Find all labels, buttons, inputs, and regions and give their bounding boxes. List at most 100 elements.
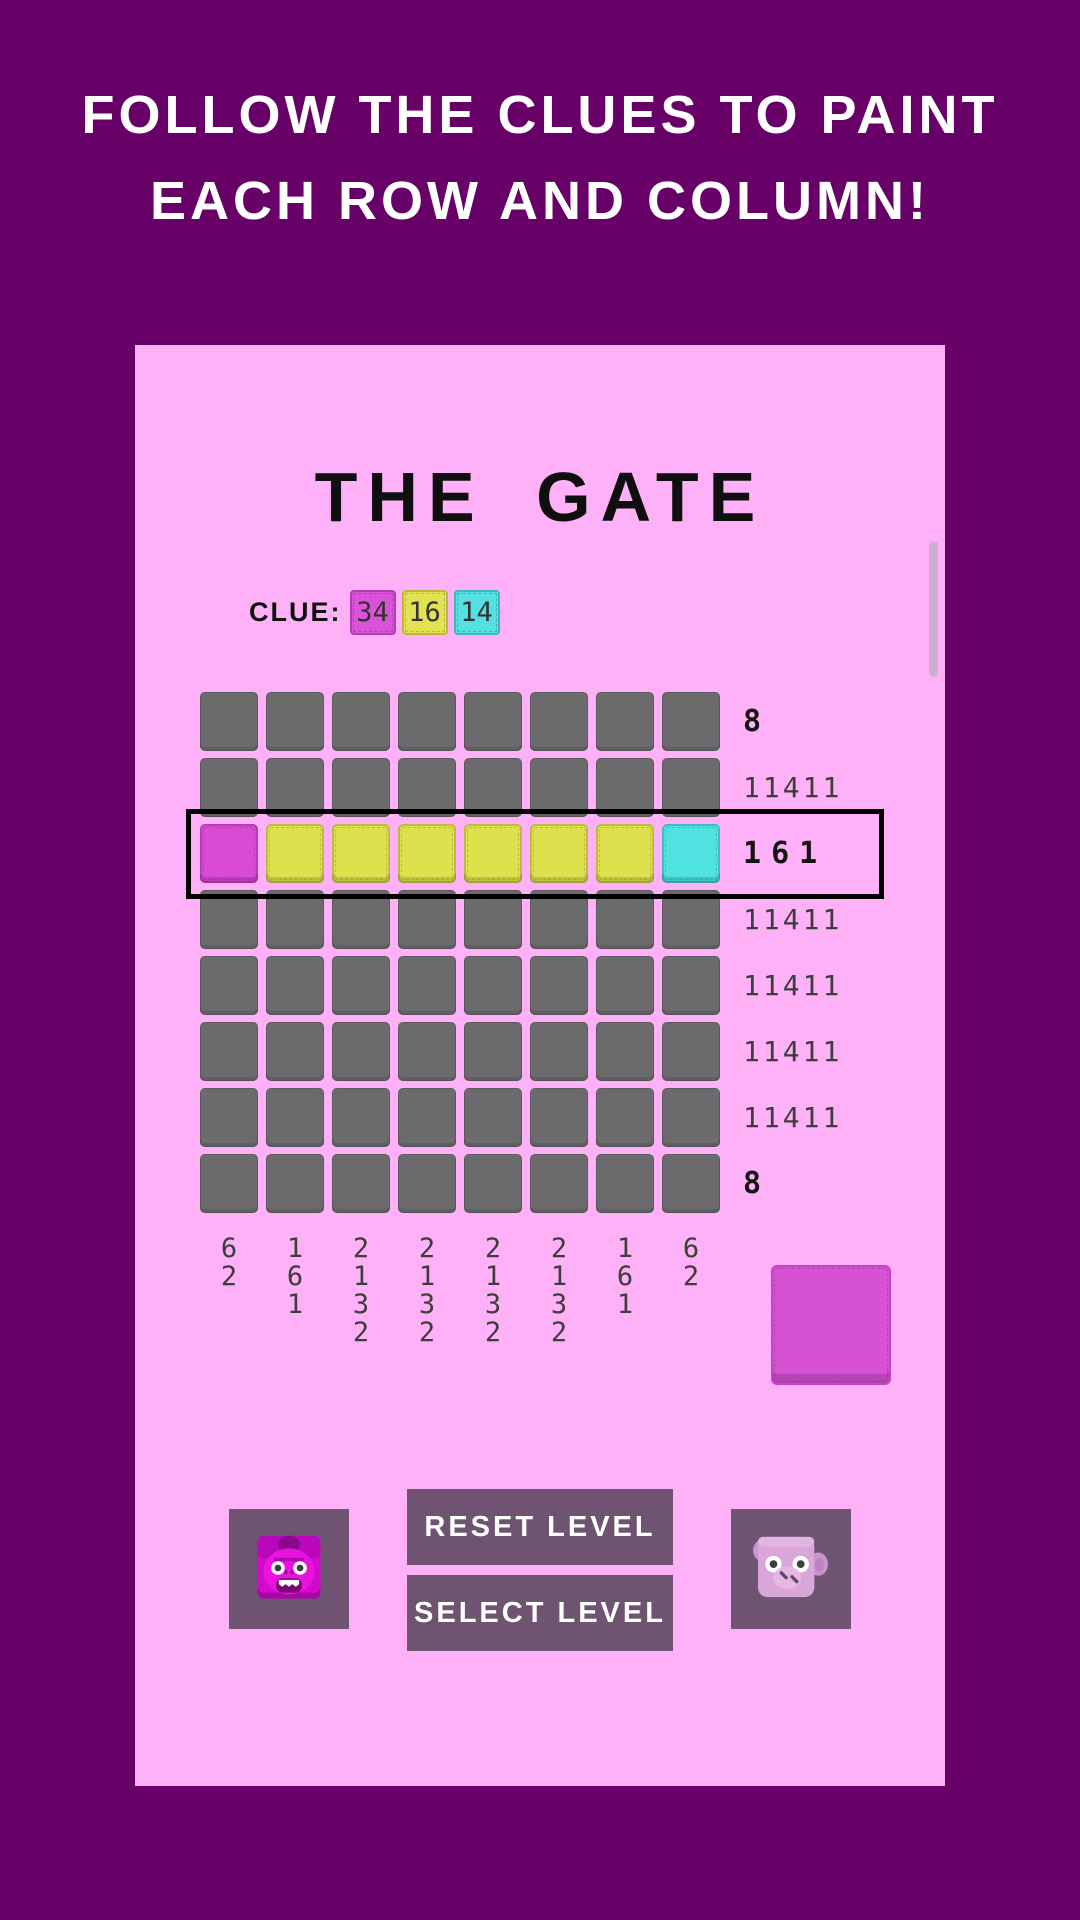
grid-cell-yellow[interactable] (332, 824, 390, 883)
grid-cell-empty[interactable] (464, 1022, 522, 1081)
column-clue-digit: 1 (418, 1261, 436, 1292)
grid-cell-empty[interactable] (530, 1088, 588, 1147)
grid-cell-empty[interactable] (332, 956, 390, 1015)
row-clue-digit: 1 (822, 969, 840, 1002)
grid-cell-empty[interactable] (530, 890, 588, 949)
row-clue-digit: 1 (822, 1035, 840, 1068)
column-clue-digit: 2 (418, 1317, 436, 1348)
grid-cell-empty[interactable] (332, 692, 390, 751)
monster-avatar-button[interactable] (229, 1509, 349, 1629)
column-clue-digit: 1 (352, 1261, 370, 1292)
grid-cell-cyan[interactable] (662, 824, 720, 883)
column-clue-digit: 2 (484, 1233, 502, 1264)
row-clue-digit: 1 (762, 969, 780, 1002)
column-clue-digit: 2 (352, 1233, 370, 1264)
row-clue-digit: 1 (822, 903, 840, 936)
grid-cell-empty[interactable] (464, 758, 522, 817)
grid-cell-empty[interactable] (662, 692, 720, 751)
grid-cell-empty[interactable] (662, 1154, 720, 1213)
grid-cell-empty[interactable] (662, 1022, 720, 1081)
grid-cell-empty[interactable] (596, 1022, 654, 1081)
grid-cell-yellow[interactable] (464, 824, 522, 883)
grid-cell-empty[interactable] (530, 1154, 588, 1213)
grid-cell-empty[interactable] (266, 1154, 324, 1213)
grid-cell-yellow[interactable] (266, 824, 324, 883)
grid-cell-yellow[interactable] (596, 824, 654, 883)
column-clue-digit: 1 (286, 1289, 304, 1320)
grid-cell-empty[interactable] (596, 956, 654, 1015)
instructions-banner: FOLLOW THE CLUES TO PAINT EACH ROW AND C… (0, 72, 1080, 244)
row-clue-digit: 1 (802, 1101, 820, 1134)
instructions-line-2: EACH ROW AND COLUMN! (150, 171, 930, 231)
grid-cell-empty[interactable] (398, 1088, 456, 1147)
pig-avatar-button[interactable] (731, 1509, 851, 1629)
grid-cell-empty[interactable] (464, 890, 522, 949)
clue-chip-cyan[interactable]: 14 (453, 590, 500, 635)
grid-cell-empty[interactable] (398, 1022, 456, 1081)
row-clue-digit: 1 (762, 1101, 780, 1134)
row-clue-digit: 1 (743, 1101, 760, 1134)
grid-cell-empty[interactable] (464, 1154, 522, 1213)
grid-cell-empty[interactable] (332, 758, 390, 817)
clue-chip-magenta[interactable]: 34 (349, 590, 396, 635)
grid-cell-empty[interactable] (398, 758, 456, 817)
grid-cell-empty[interactable] (464, 692, 522, 751)
grid-cell-empty[interactable] (266, 1022, 324, 1081)
instructions-line-1: FOLLOW THE CLUES TO PAINT (81, 85, 999, 145)
scrollbar-thumb[interactable] (929, 541, 938, 677)
pig-face-icon (752, 1533, 830, 1606)
grid-cell-empty[interactable] (332, 890, 390, 949)
grid-cell-yellow[interactable] (398, 824, 456, 883)
grid-cell-empty[interactable] (398, 1154, 456, 1213)
grid-cell-empty[interactable] (596, 1154, 654, 1213)
grid-cell-empty[interactable] (464, 1088, 522, 1147)
grid-cell-empty[interactable] (530, 692, 588, 751)
grid-cell-empty[interactable] (530, 956, 588, 1015)
grid-cell-empty[interactable] (596, 890, 654, 949)
grid-cell-empty[interactable] (398, 692, 456, 751)
row-clue-digit: 8 (743, 1166, 762, 1201)
grid-cell-empty[interactable] (662, 1088, 720, 1147)
grid-cell-empty[interactable] (530, 1022, 588, 1081)
grid-cell-empty[interactable] (266, 692, 324, 751)
column-clue-digit: 1 (550, 1261, 568, 1292)
grid-cell-empty[interactable] (596, 692, 654, 751)
grid-cell-empty[interactable] (200, 692, 258, 751)
grid-cell-magenta[interactable] (200, 824, 258, 883)
grid-cell-empty[interactable] (596, 1088, 654, 1147)
row-clue-digit: 1 (743, 1035, 760, 1068)
clue-chip-yellow[interactable]: 16 (401, 590, 448, 635)
grid-cell-yellow[interactable] (530, 824, 588, 883)
column-clue-digit: 2 (418, 1233, 436, 1264)
grid-cell-empty[interactable] (596, 758, 654, 817)
grid-cell-empty[interactable] (662, 890, 720, 949)
grid-cell-empty[interactable] (464, 956, 522, 1015)
column-clue-digit: 1 (286, 1233, 304, 1264)
clue-label: CLUE: (249, 597, 342, 627)
grid-cell-empty[interactable] (530, 758, 588, 817)
row-clue-digit: 1 (762, 1035, 780, 1068)
grid-cell-empty[interactable] (266, 1088, 324, 1147)
grid-cell-empty[interactable] (398, 956, 456, 1015)
reset-level-button[interactable]: RESET LEVEL (407, 1489, 673, 1565)
grid-cell-empty[interactable] (200, 758, 258, 817)
grid-cell-empty[interactable] (266, 890, 324, 949)
grid-cell-empty[interactable] (200, 1022, 258, 1081)
grid-cell-empty[interactable] (200, 1154, 258, 1213)
grid-cell-empty[interactable] (398, 890, 456, 949)
select-level-button[interactable]: SELECT LEVEL (407, 1575, 673, 1651)
color-swatch[interactable] (771, 1265, 891, 1385)
row-clue-digit: 1 (743, 771, 760, 804)
grid-cell-empty[interactable] (266, 956, 324, 1015)
grid-cell-empty[interactable] (266, 758, 324, 817)
grid-cell-empty[interactable] (662, 956, 720, 1015)
grid-cell-empty[interactable] (332, 1022, 390, 1081)
grid-cell-empty[interactable] (200, 1088, 258, 1147)
grid-cell-empty[interactable] (200, 890, 258, 949)
grid-cell-empty[interactable] (662, 758, 720, 817)
grid-cell-empty[interactable] (200, 956, 258, 1015)
grid-cell-empty[interactable] (332, 1088, 390, 1147)
grid-cell-empty[interactable] (332, 1154, 390, 1213)
